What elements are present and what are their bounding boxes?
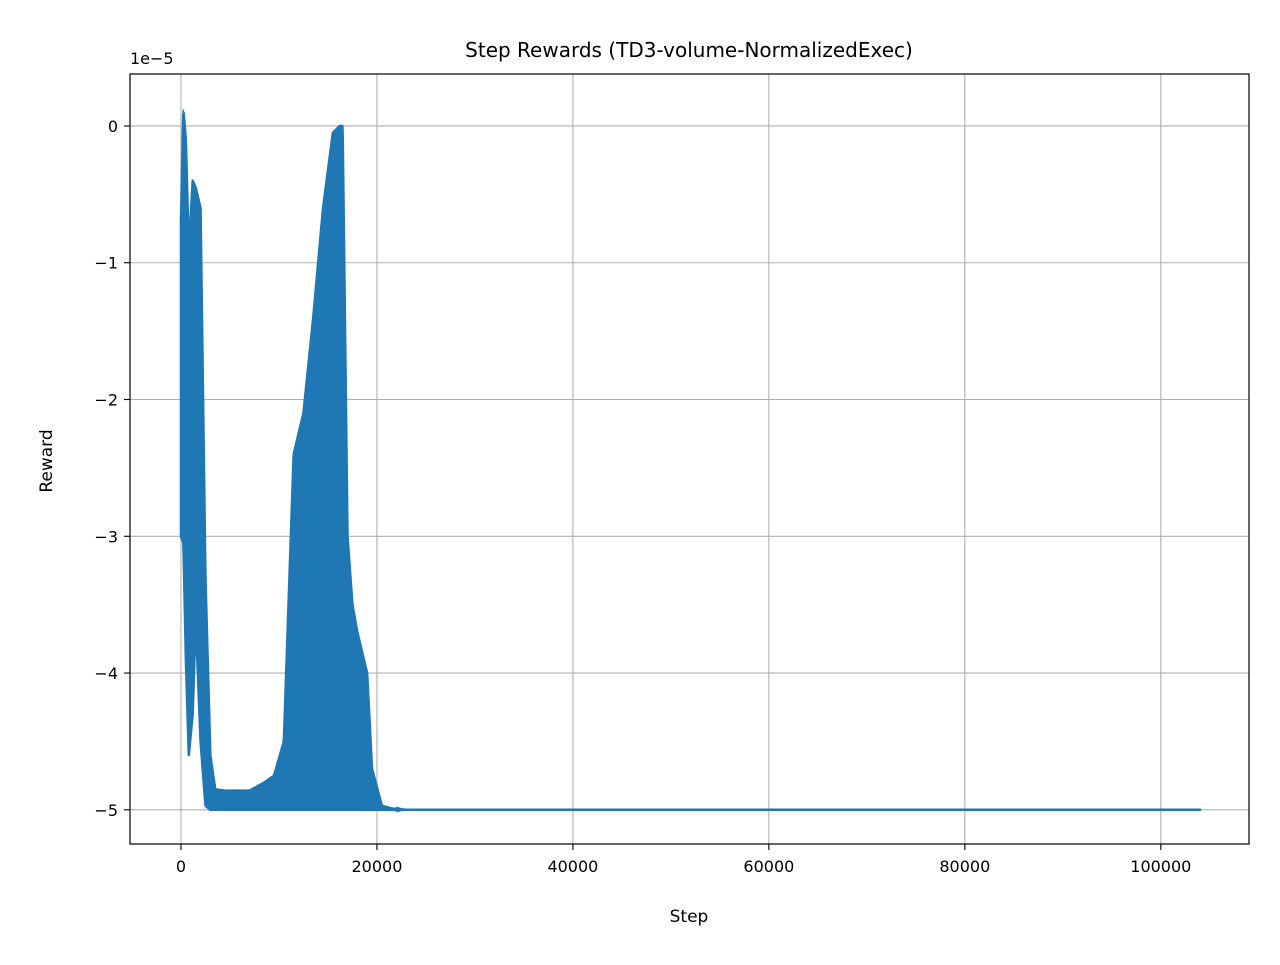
x-tick-label: 0 — [176, 857, 186, 876]
x-axis-label: Step — [670, 907, 709, 927]
y-offset-label: 1e−5 — [130, 49, 174, 68]
x-tick-label: 40000 — [547, 857, 598, 876]
y-tick-label: −2 — [94, 391, 118, 410]
y-tick-label: −5 — [94, 801, 118, 820]
axes-frame — [129, 73, 1250, 845]
x-tick-label: 60000 — [743, 857, 794, 876]
x-tick-label: 20000 — [351, 857, 402, 876]
plot-layer — [179, 109, 1202, 813]
y-axis-label: Reward — [37, 429, 57, 492]
x-tick-label: 80000 — [939, 857, 990, 876]
y-tick-label: −4 — [94, 664, 118, 683]
x-tick-label: 100000 — [1130, 857, 1191, 876]
tick-layer: 0 20000 40000 60000 80000 100000 0 −1 −2 −3 −4 −5 — [94, 117, 1191, 876]
y-tick-label: 0 — [108, 117, 118, 136]
y-tick-label: −1 — [94, 254, 118, 273]
chart-title: Step Rewards (TD3-volume-NormalizedExec) — [465, 38, 913, 62]
series-reward-line — [180, 109, 1201, 813]
y-tick-label: −3 — [94, 527, 118, 546]
